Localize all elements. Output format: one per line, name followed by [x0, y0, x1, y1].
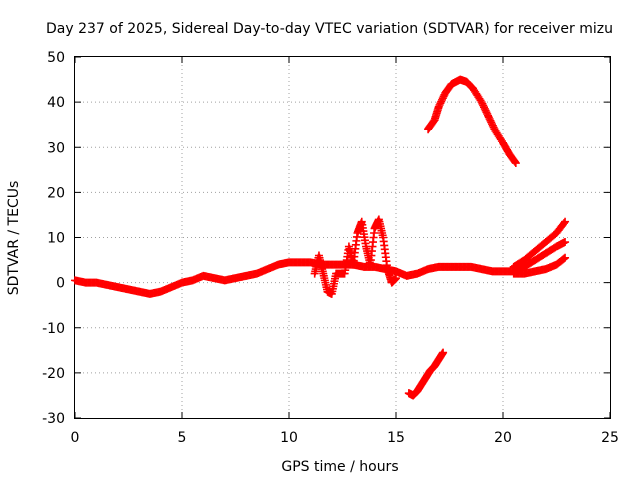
grid: [75, 57, 610, 418]
series-arc-high: [424, 75, 520, 168]
series-arc-low: [404, 348, 448, 400]
data-point: [561, 253, 570, 262]
y-tick-label: 50: [47, 50, 65, 66]
data-point: [511, 159, 520, 168]
x-tick-label: 20: [494, 430, 512, 446]
series-main: [71, 238, 570, 298]
data-point: [561, 217, 570, 226]
y-tick-label: 0: [56, 276, 65, 292]
series-spikes: [310, 215, 400, 298]
x-tick-label: 25: [601, 430, 619, 446]
chart-title: Day 237 of 2025, Sidereal Day-to-day VTE…: [46, 21, 613, 37]
data-point: [559, 254, 568, 263]
x-tick-label: 0: [71, 430, 80, 446]
x-tick-label: 5: [178, 430, 187, 446]
series-band-lower: [509, 253, 570, 278]
series-band-upper: [509, 217, 570, 271]
y-tick-label: -20: [42, 366, 65, 382]
y-tick-label: 30: [47, 140, 65, 156]
y-tick-label: 40: [47, 95, 65, 111]
y-tick-label: 20: [47, 185, 65, 201]
y-tick-label: -10: [42, 321, 65, 337]
x-tick-label: 10: [280, 430, 298, 446]
data-point: [392, 274, 400, 283]
axis-ticks: 0 5 10 15 20 25 -30 -20 -10 0 10 20 30 40 50: [42, 50, 619, 446]
data-point: [561, 238, 570, 247]
data-point: [511, 157, 520, 166]
data-point: [439, 348, 448, 357]
y-tick-label: 10: [47, 231, 65, 247]
data-points: [71, 75, 570, 400]
plot-frame: [74, 56, 611, 419]
x-tick-label: 15: [387, 430, 405, 446]
y-tick-label: -30: [42, 411, 65, 427]
data-point: [559, 219, 568, 228]
x-axis-label: GPS time / hours: [281, 459, 398, 475]
y-axis-label: SDTVAR / TECUs: [6, 181, 22, 296]
